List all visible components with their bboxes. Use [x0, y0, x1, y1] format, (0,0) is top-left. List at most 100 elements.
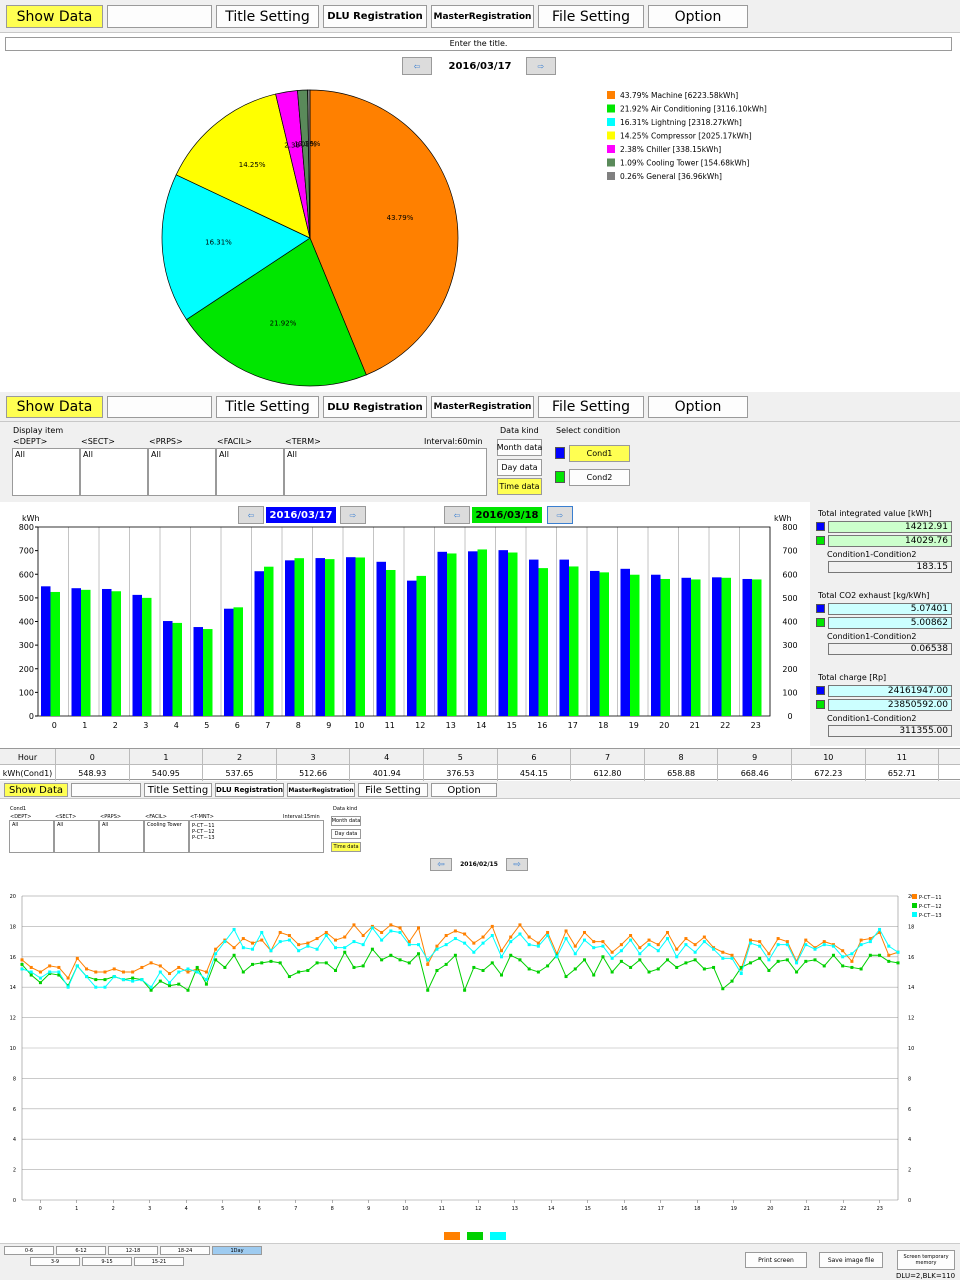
master-registration-button-3[interactable]: MasterRegistration [287, 783, 355, 797]
series-point-3 [868, 940, 872, 944]
series-point-2 [638, 958, 642, 962]
series-point-3 [251, 947, 255, 951]
option-button[interactable]: Option [648, 5, 748, 28]
dlu-registration-button-2[interactable]: DLU Registration [323, 396, 427, 418]
blank-toolbar-button-3[interactable] [71, 783, 141, 797]
prev-date-arrow-icon[interactable]: ⇦ [402, 57, 432, 75]
show-data-button-2[interactable]: Show Data [6, 396, 103, 418]
blank-toolbar-button-2[interactable] [107, 396, 212, 418]
title-setting-button-2[interactable]: Title Setting [216, 396, 319, 418]
option-button-3[interactable]: Option [431, 783, 497, 797]
series-point-3 [656, 949, 660, 953]
series-point-3 [85, 975, 89, 979]
tmnt-list[interactable]: P-CT－11 P-CT－12 P-CT－13 [189, 820, 324, 853]
series-point-3 [260, 930, 264, 934]
series-point-1 [758, 940, 762, 944]
time-data-button-2[interactable]: Time data [331, 842, 361, 852]
bar-cond1 [651, 574, 661, 716]
prps-label-2: <PRPS> [100, 814, 122, 820]
bar-prev-date-arrow-icon[interactable]: ⇦ [238, 506, 264, 524]
sect-list[interactable]: All [80, 448, 148, 496]
series-point-1 [739, 967, 743, 971]
bar-cond1 [529, 559, 539, 716]
series-point-3 [665, 937, 669, 941]
tmnt-item-2[interactable]: P-CT－12 [192, 829, 215, 835]
bar-next-date-arrow-icon[interactable]: ⇨ [340, 506, 366, 524]
sect-list-2[interactable]: All [54, 820, 99, 853]
series-point-3 [38, 976, 42, 980]
title-input[interactable]: Enter the title. [5, 37, 952, 51]
prps-list-2[interactable]: All [99, 820, 144, 853]
range-9-15-button[interactable]: 9-15 [82, 1257, 132, 1266]
term-list[interactable]: All [284, 448, 487, 496]
master-registration-button[interactable]: MasterRegistration [431, 5, 534, 28]
interval-label: Interval:60min [424, 437, 483, 446]
dept-list[interactable]: All [12, 448, 80, 496]
charge-cond1-swatch [816, 686, 825, 695]
prps-list[interactable]: All [148, 448, 216, 496]
range-0-6-button[interactable]: 0-6 [4, 1246, 54, 1255]
month-data-button-2[interactable]: Month data [331, 816, 361, 826]
tmnt-item-3[interactable]: P-CT－13 [192, 835, 215, 841]
x-tick-label: 17 [658, 1206, 664, 1212]
time-data-button[interactable]: Time data [497, 478, 542, 495]
line-next-date-arrow-icon[interactable]: ⇨ [506, 858, 528, 871]
series-point-2 [555, 953, 559, 957]
series-point-1 [841, 949, 845, 953]
series-point-2 [739, 965, 743, 969]
series-line-3 [21, 927, 899, 989]
series-point-1 [665, 930, 669, 934]
x-tick-label: 16 [537, 721, 547, 730]
day-data-button[interactable]: Day data [497, 459, 542, 476]
legend-swatch [912, 903, 917, 908]
dept-list-2[interactable]: All [9, 820, 54, 853]
file-setting-button-3[interactable]: File Setting [358, 783, 428, 797]
series-point-1 [822, 940, 826, 944]
dlu-registration-button-3[interactable]: DLU Registration [215, 783, 284, 797]
range-12-18-button[interactable]: 12-18 [108, 1246, 158, 1255]
file-setting-button-2[interactable]: File Setting [538, 396, 644, 418]
series-point-2 [343, 950, 347, 954]
range-3-9-button[interactable]: 3-9 [30, 1257, 80, 1266]
bar2-next-date-arrow-icon[interactable]: ⇨ [547, 506, 573, 524]
dlu-registration-button[interactable]: DLU Registration [323, 5, 427, 28]
facil-list-2[interactable]: Cooling Tower [144, 820, 189, 853]
line-prev-date-arrow-icon[interactable]: ⇦ [430, 858, 452, 871]
series-point-1 [795, 959, 799, 963]
month-data-button[interactable]: Month data [497, 439, 542, 456]
master-registration-button-2[interactable]: MasterRegistration [431, 396, 534, 418]
file-setting-button[interactable]: File Setting [538, 5, 644, 28]
title-setting-button[interactable]: Title Setting [216, 5, 319, 28]
range-6-12-button[interactable]: 6-12 [56, 1246, 106, 1255]
range-1day-button[interactable]: 1Day [212, 1246, 262, 1255]
cond1-button[interactable]: Cond1 [569, 445, 630, 462]
series-point-1 [140, 965, 144, 969]
range-15-21-button[interactable]: 15-21 [134, 1257, 184, 1266]
series-point-3 [398, 930, 402, 934]
tmnt-item-1[interactable]: P-CT－11 [192, 823, 215, 829]
series-point-1 [48, 964, 52, 968]
save-image-button[interactable]: Save image file [819, 1252, 883, 1268]
print-screen-button[interactable]: Print screen [745, 1252, 807, 1268]
next-date-arrow-icon[interactable]: ⇨ [526, 57, 556, 75]
series-point-1 [121, 970, 125, 974]
table-hour-cell: 1 [130, 749, 204, 765]
show-data-button-3[interactable]: Show Data [4, 783, 68, 797]
screen-memory-button[interactable]: Screen temporary memory [897, 1250, 955, 1270]
series-point-1 [527, 935, 531, 939]
series-point-2 [481, 968, 485, 972]
blank-toolbar-button[interactable] [107, 5, 212, 28]
bar2-prev-date-arrow-icon[interactable]: ⇦ [444, 506, 470, 524]
day-data-button-2[interactable]: Day data [331, 829, 361, 839]
title-setting-button-3[interactable]: Title Setting [144, 783, 212, 797]
series-point-2 [186, 988, 190, 992]
cond2-button[interactable]: Cond2 [569, 469, 630, 486]
series-point-1 [868, 937, 872, 941]
facil-list[interactable]: All [216, 448, 284, 496]
series-point-1 [712, 946, 716, 950]
show-data-button[interactable]: Show Data [6, 5, 103, 28]
range-18-24-button[interactable]: 18-24 [160, 1246, 210, 1255]
option-button-2[interactable]: Option [648, 396, 748, 418]
y-tick-label-right: 14 [908, 985, 914, 991]
series-point-2 [785, 958, 789, 962]
